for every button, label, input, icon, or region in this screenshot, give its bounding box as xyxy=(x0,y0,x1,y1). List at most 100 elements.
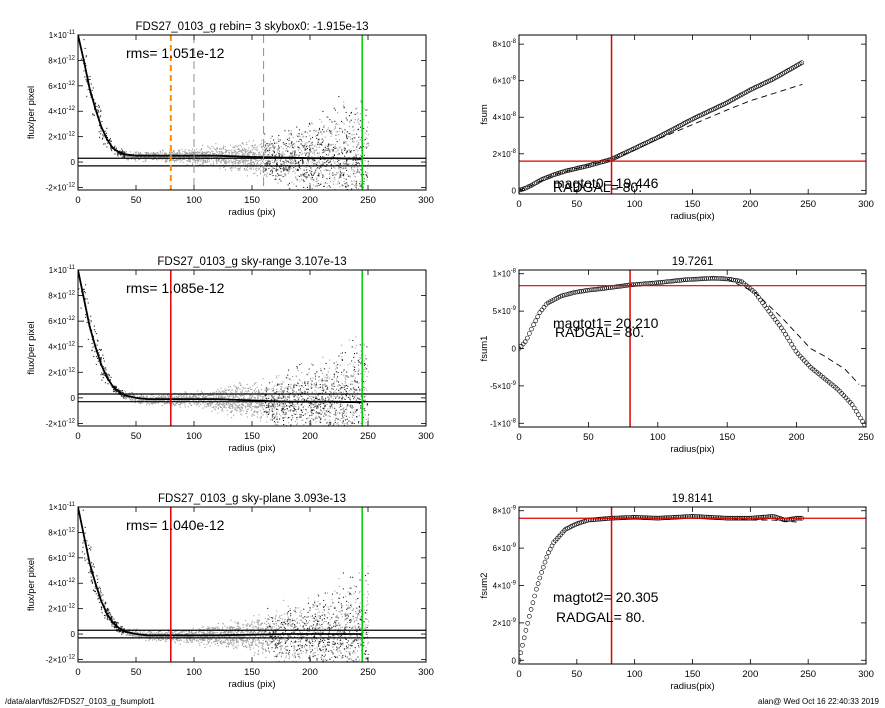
scatter-point xyxy=(301,144,303,146)
scatter-point xyxy=(212,164,214,166)
scatter-point xyxy=(123,155,125,157)
scatter-point xyxy=(365,422,367,424)
scatter-point xyxy=(183,397,185,399)
scatter-point xyxy=(239,394,241,396)
scatter-point xyxy=(174,156,176,158)
scatter-point xyxy=(133,399,135,401)
scatter-point xyxy=(227,400,229,402)
scatter-point xyxy=(316,134,318,136)
scatter-point xyxy=(301,385,303,387)
scatter-point xyxy=(273,392,275,394)
scatter-point xyxy=(336,147,338,149)
scatter-point xyxy=(252,166,254,168)
scatter-point xyxy=(343,370,345,372)
scatter-point xyxy=(324,430,325,431)
scatter-point xyxy=(127,396,129,398)
scatter-point xyxy=(319,143,321,145)
scatter-point xyxy=(346,174,348,176)
scatter-point xyxy=(249,395,251,397)
scatter-point xyxy=(274,406,276,408)
scatter-point xyxy=(303,146,305,148)
scatter-point xyxy=(234,151,236,153)
scatter-point xyxy=(339,127,341,129)
scatter-point xyxy=(315,149,317,151)
scatter-point xyxy=(285,412,287,414)
scatter-point xyxy=(343,173,345,175)
scatter-point xyxy=(323,125,325,127)
scatter-point xyxy=(346,138,348,140)
scatter-point xyxy=(219,161,221,163)
scatter-point xyxy=(362,146,364,148)
scatter-point xyxy=(216,390,218,392)
scatter-point xyxy=(224,404,226,406)
scatter-point xyxy=(348,205,349,206)
scatter-point xyxy=(252,164,254,166)
scatter-point xyxy=(178,158,180,160)
scatter-point xyxy=(211,400,213,402)
scatter-point xyxy=(273,421,275,423)
scatter-point xyxy=(148,156,150,158)
scatter-point xyxy=(171,395,173,397)
scatter-point xyxy=(274,399,276,401)
scatter-point xyxy=(221,153,223,155)
scatter-point xyxy=(317,134,319,136)
scatter-point xyxy=(240,413,242,415)
scatter-point xyxy=(334,161,336,163)
scatter-point xyxy=(315,135,317,137)
scatter-point xyxy=(284,387,286,389)
scatter-point xyxy=(345,409,347,411)
scatter-point xyxy=(227,414,229,416)
scatter-point xyxy=(351,180,353,182)
scatter-point xyxy=(235,159,237,161)
scatter-point xyxy=(337,180,339,182)
scatter-point xyxy=(311,161,313,163)
scatter-point xyxy=(285,150,287,152)
scatter-point xyxy=(95,356,97,358)
scatter-point xyxy=(333,413,335,415)
scatter-point xyxy=(100,356,102,358)
scatter-point xyxy=(312,178,314,180)
scatter-point xyxy=(211,402,213,404)
scatter-point xyxy=(97,110,99,112)
scatter-point xyxy=(339,404,341,406)
scatter-point xyxy=(343,167,345,169)
scatter-point xyxy=(292,404,294,406)
scatter-point xyxy=(203,160,205,162)
scatter-point xyxy=(183,402,185,404)
scatter-point xyxy=(309,183,311,185)
scatter-point xyxy=(288,385,290,387)
scatter-point xyxy=(130,395,132,397)
scatter-point xyxy=(134,151,136,153)
scatter-point xyxy=(275,169,277,171)
scatter-point xyxy=(251,159,253,161)
scatter-point xyxy=(153,158,155,160)
scatter-point xyxy=(311,412,313,414)
scatter-point xyxy=(128,159,130,161)
scatter-point xyxy=(127,155,129,157)
scatter-point xyxy=(322,140,324,142)
scatter-point xyxy=(337,428,338,429)
scatter-point xyxy=(281,154,283,156)
scatter-point xyxy=(228,395,230,397)
scatter-point xyxy=(222,152,224,154)
scatter-point xyxy=(135,153,137,155)
scatter-point xyxy=(338,153,340,155)
scatter-point xyxy=(294,172,296,174)
scatter-point xyxy=(309,149,311,151)
scatter-point xyxy=(285,159,287,161)
scatter-point xyxy=(309,123,311,125)
scatter-point xyxy=(352,146,354,148)
scatter-point xyxy=(290,404,292,406)
scatter-point xyxy=(253,164,255,166)
scatter-point xyxy=(323,162,325,164)
scatter-point xyxy=(195,156,197,158)
scatter-point xyxy=(322,174,324,176)
scatter-point xyxy=(237,148,239,150)
scatter-point xyxy=(360,100,362,102)
scatter-point xyxy=(216,392,218,394)
scatter-point xyxy=(296,419,298,421)
scatter-point xyxy=(319,384,321,386)
scatter-point xyxy=(216,147,218,149)
scatter-point xyxy=(250,152,252,154)
scatter-point xyxy=(272,146,274,148)
